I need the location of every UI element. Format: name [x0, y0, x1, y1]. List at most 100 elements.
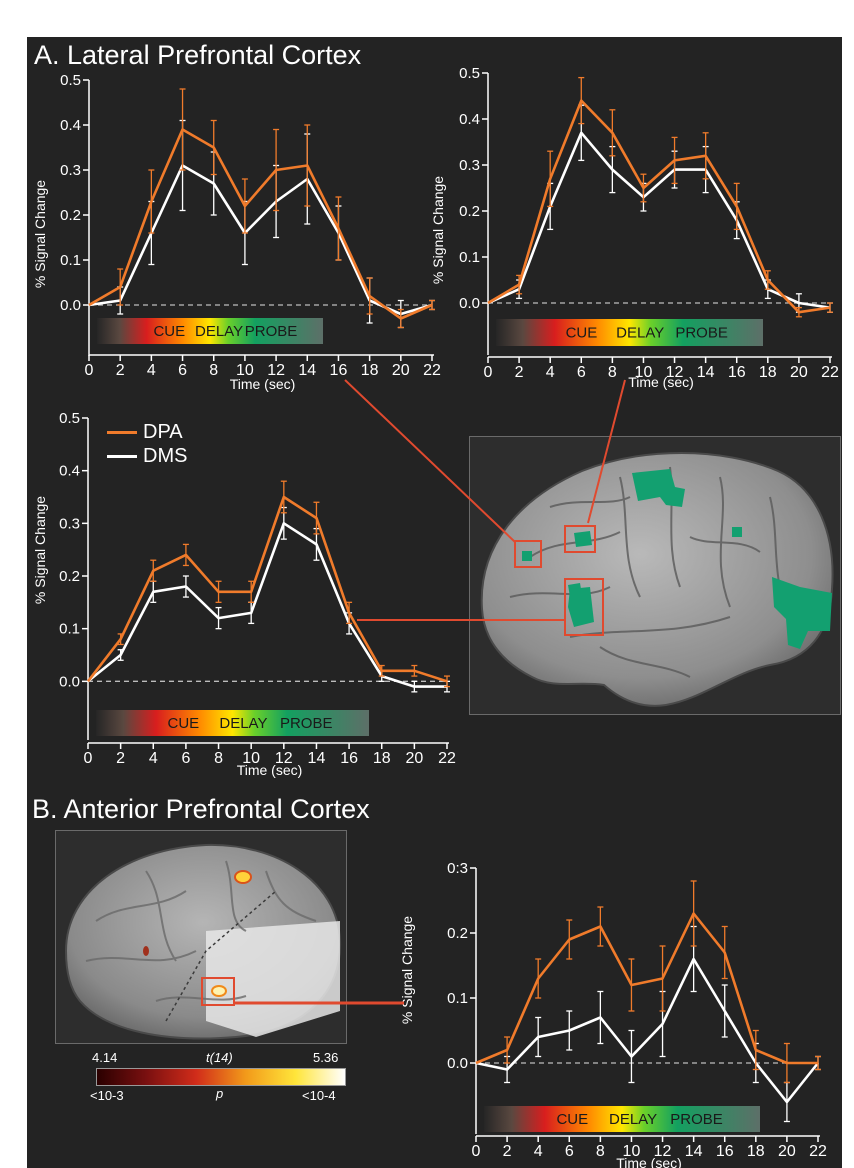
colorbar-p-label: p — [216, 1086, 224, 1101]
x-tick-label: 14 — [697, 364, 715, 381]
legend-swatch-dms — [107, 454, 137, 458]
x-tick-label: 0 — [484, 364, 493, 381]
colorbar-p-max: <10-4 — [302, 1088, 336, 1103]
y-tick-label: 0.4 — [459, 111, 480, 128]
legend-label-dpa: DPA — [143, 420, 183, 443]
x-tick-label: 20 — [790, 364, 808, 381]
x-tick-label: 14 — [685, 1143, 703, 1160]
band-label-delay: DELAY — [616, 325, 664, 342]
x-tick-label: 6 — [565, 1143, 574, 1160]
x-tick-label: 4 — [534, 1143, 543, 1160]
y-axis-label: % Signal Change — [32, 496, 48, 604]
legend-swatch-dpa — [107, 430, 137, 434]
band-label-delay: DELAY — [609, 1111, 657, 1128]
y-tick-label: 0.5 — [59, 410, 80, 427]
y-axis-label: % Signal Change — [430, 176, 446, 284]
x-tick-label: 0 — [472, 1143, 481, 1160]
x-tick-label: 12 — [267, 362, 285, 379]
section-a-title: A. Lateral Prefrontal Cortex — [34, 40, 362, 70]
band-label-cue: CUE — [556, 1111, 588, 1128]
x-tick-label: 20 — [778, 1143, 796, 1160]
chart-a1: % Signal Change CUE DELAY PROBE 0.0 0.1 0.2 0.… — [32, 72, 441, 392]
y-tick-label: 0.1 — [447, 990, 468, 1007]
y-tick-label: 0.2 — [447, 925, 468, 942]
colorbar-t-max: 5.36 — [313, 1050, 339, 1065]
activation-spot-small — [143, 946, 149, 956]
x-axis-label: Time (sec) — [237, 762, 303, 778]
y-tick-label: 0.2 — [60, 207, 81, 224]
activation-spot-top — [234, 870, 252, 884]
y-tick-label: 0.0 — [60, 297, 81, 314]
x-tick-label: 12 — [275, 750, 293, 767]
legend: DPA DMS — [107, 420, 187, 468]
activation-spot-roi — [211, 985, 227, 997]
activation-clusters — [522, 469, 832, 649]
band-label-cue: CUE — [168, 715, 200, 732]
x-tick-label: 16 — [340, 750, 358, 767]
series-line-dms — [475, 957, 820, 1104]
x-tick-label: 20 — [392, 362, 410, 379]
x-tick-label: 14 — [298, 362, 316, 379]
band-label-probe: PROBE — [245, 323, 298, 340]
series-line-dpa — [475, 912, 818, 1065]
colorbar-t-min: 4.14 — [92, 1050, 118, 1065]
condition-band — [97, 318, 323, 344]
chart-a2: % Signal Change CUE DELAY PROBE 0.0 0.1 0.2 0.… — [430, 65, 839, 390]
x-tick-label: 22 — [423, 362, 441, 379]
chart-a3: % Signal Change CUE DELAY PROBE 0.0 0.1 0.2 0.… — [32, 410, 456, 778]
x-tick-label: 8 — [214, 750, 223, 767]
x-tick-label: 6 — [178, 362, 187, 379]
x-axis-label: Time (sec) — [628, 374, 694, 390]
y-tick-label: 0.5 — [60, 72, 81, 89]
x-tick-label: 2 — [503, 1143, 512, 1160]
series-line-dpa — [86, 495, 448, 683]
y-tick-label: 0.0 — [447, 1055, 468, 1072]
series-line-dpa — [487, 99, 831, 314]
x-tick-label: 6 — [181, 750, 190, 767]
x-tick-label: 12 — [654, 1143, 672, 1160]
y-tick-label: 0.0 — [59, 673, 80, 690]
x-tick-label: 0 — [85, 362, 94, 379]
legend-item-dpa: DPA — [107, 420, 187, 444]
brain-anterior-image — [55, 830, 347, 1044]
x-tick-label: 18 — [759, 364, 777, 381]
condition-band — [96, 710, 369, 736]
x-axis-label: Time (sec) — [230, 376, 296, 392]
x-tick-label: 16 — [716, 1143, 734, 1160]
colorbar-p-min: <10-3 — [90, 1088, 124, 1103]
y-tick-label: 0.2 — [59, 568, 80, 585]
series-line-dms — [487, 131, 831, 309]
y-tick-label: 0.3 — [59, 515, 80, 532]
condition-band — [496, 319, 763, 346]
series-line-dpa — [88, 128, 433, 320]
chart-b1: % Signal Change CUE DELAY PROBE 0.0 0.1 0.2 0:… — [399, 860, 827, 1168]
roi-boxes — [514, 525, 604, 636]
band-label-probe: PROBE — [280, 715, 333, 732]
y-axis-label: % Signal Change — [32, 180, 48, 288]
band-label-cue: CUE — [566, 325, 598, 342]
x-tick-label: 10 — [236, 362, 254, 379]
x-tick-label: 6 — [577, 364, 586, 381]
legend-label-dms: DMS — [143, 444, 188, 467]
roi-box-anterior — [201, 977, 235, 1006]
x-tick-label: 12 — [666, 364, 684, 381]
y-tick-label: 0.3 — [459, 157, 480, 174]
x-tick-label: 8 — [608, 364, 617, 381]
x-tick-label: 10 — [623, 1143, 641, 1160]
y-tick-label: 0.2 — [459, 203, 480, 220]
x-tick-label: 8 — [596, 1143, 605, 1160]
band-label-cue: CUE — [153, 323, 185, 340]
y-tick-label: 0:3 — [447, 860, 468, 877]
y-tick-label: 0.1 — [59, 621, 80, 638]
x-tick-label: 2 — [116, 750, 125, 767]
brain-lateral-image — [469, 436, 841, 715]
band-label-probe: PROBE — [675, 325, 728, 342]
x-tick-label: 8 — [209, 362, 218, 379]
cut-line — [165, 890, 277, 1022]
y-tick-label: 0.3 — [60, 162, 81, 179]
band-label-delay: DELAY — [219, 715, 267, 732]
x-tick-label: 16 — [330, 362, 348, 379]
y-tick-label: 0.4 — [60, 117, 81, 134]
colorbar-t-label: t(14) — [206, 1050, 233, 1065]
